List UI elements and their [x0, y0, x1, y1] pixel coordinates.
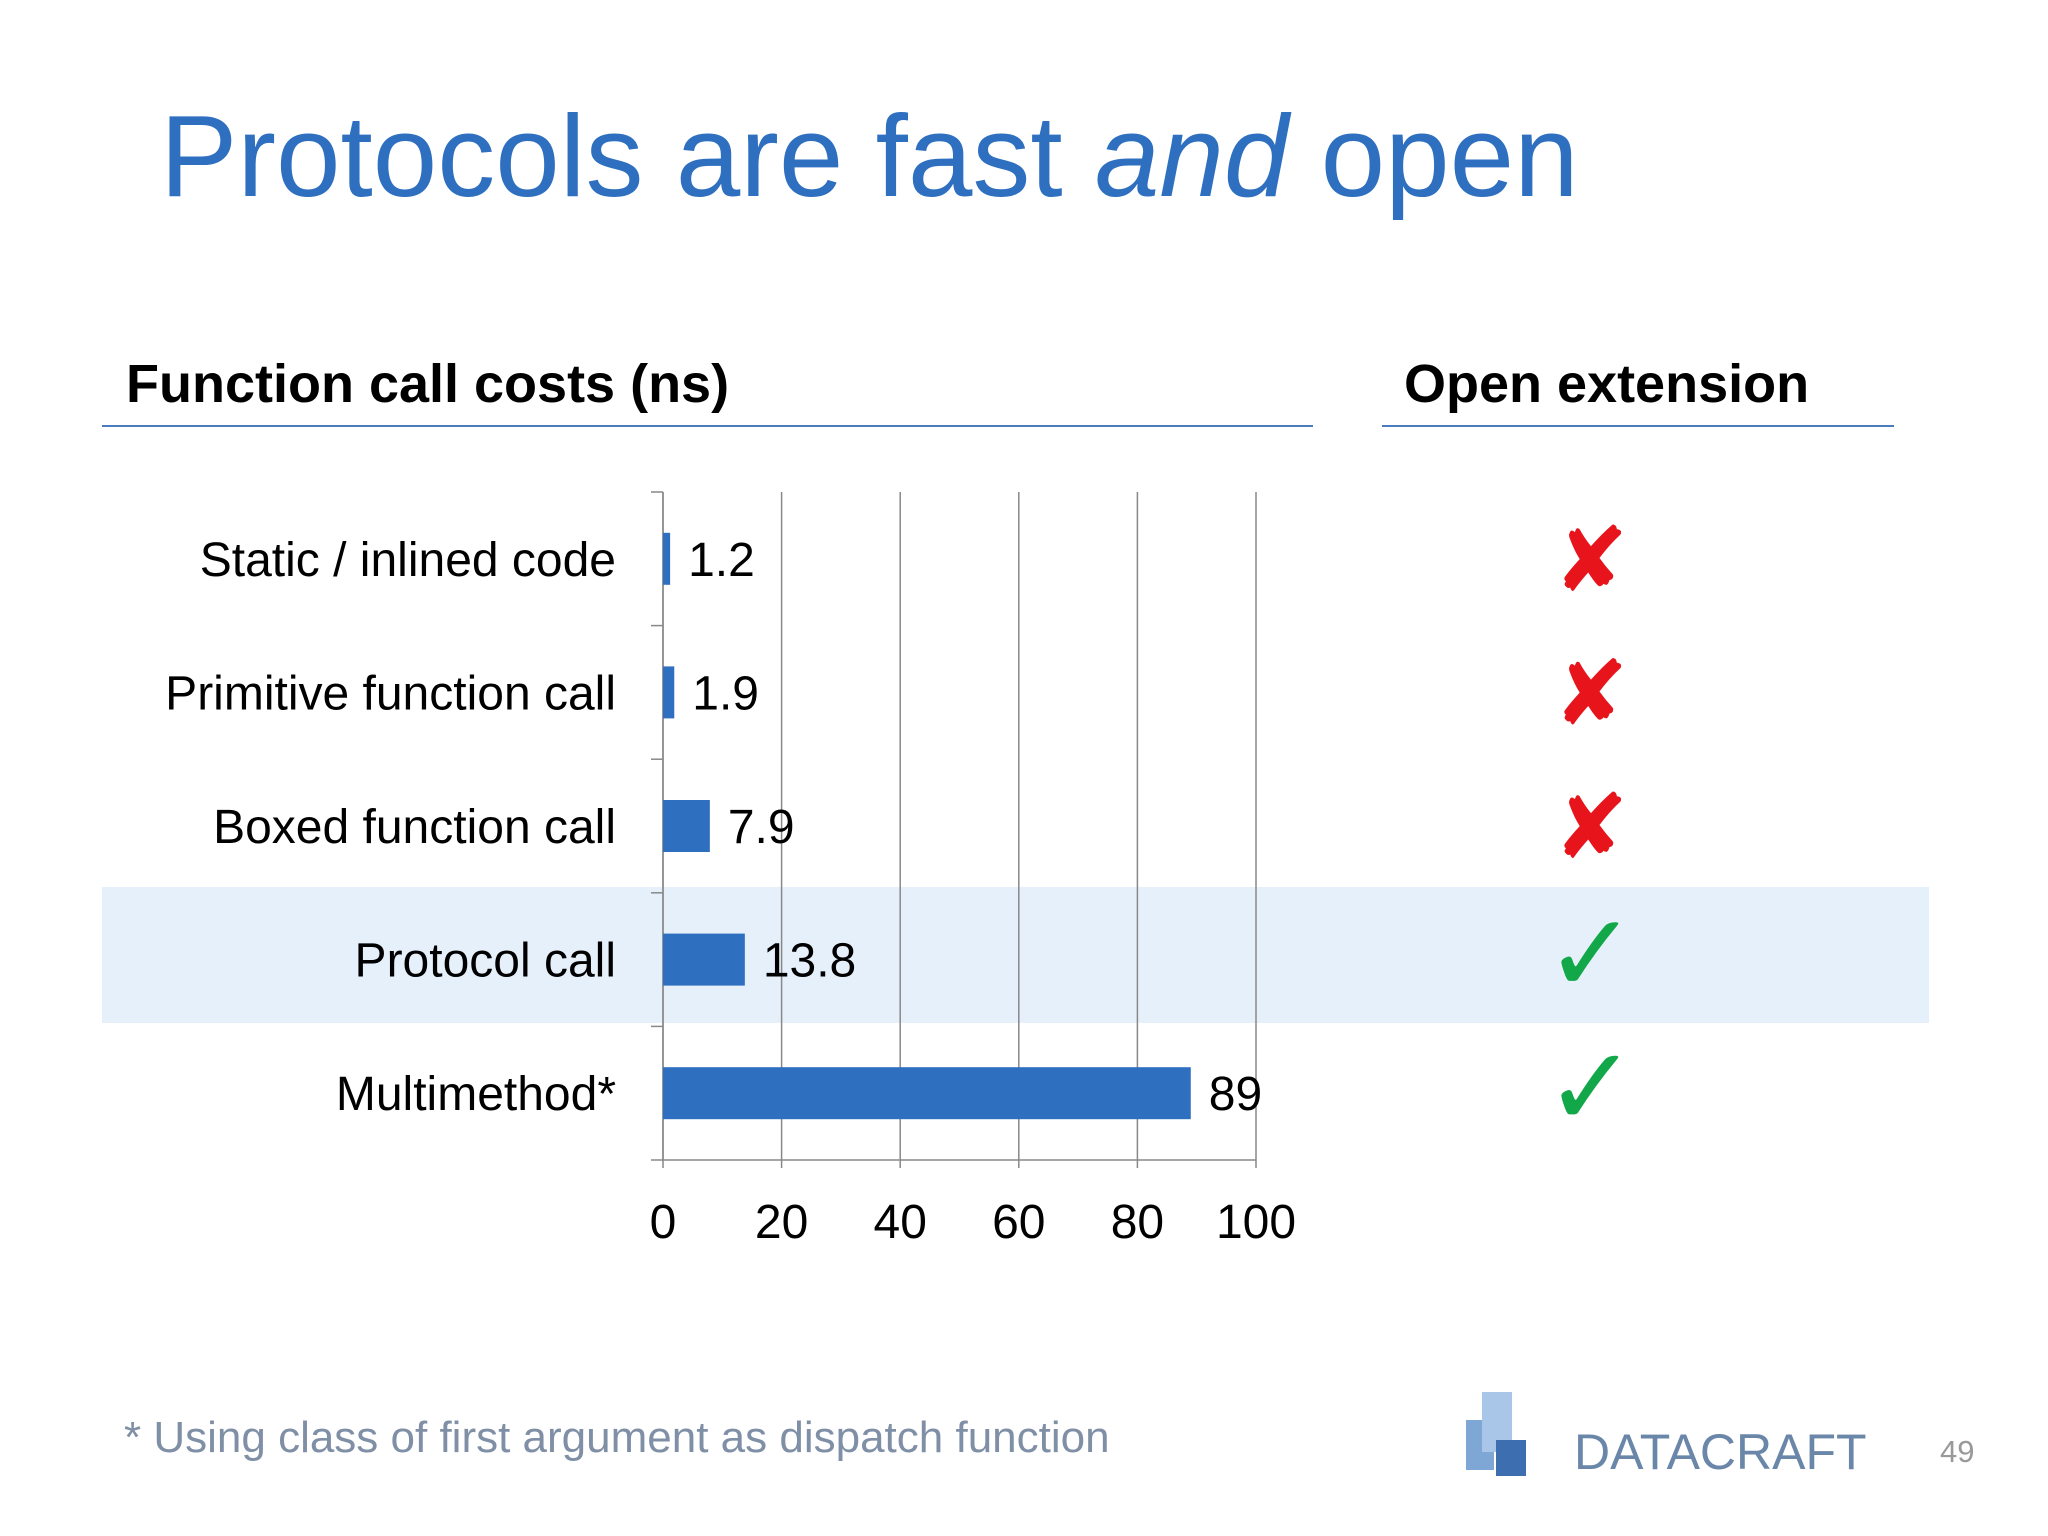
logo-icon: [1466, 1392, 1526, 1476]
category-label: Primitive function call: [165, 667, 616, 720]
title-emphasis: and: [1095, 91, 1292, 221]
value-label: 89: [1209, 1068, 1262, 1121]
title-part: open: [1321, 91, 1579, 221]
cross-mark: ✘: [1553, 775, 1628, 880]
row-highlight: [102, 887, 1929, 1023]
x-tick-label: 60: [992, 1196, 1045, 1249]
x-tick-label: 20: [755, 1196, 808, 1249]
bar: [663, 1067, 1191, 1120]
footnote: * Using class of first argument as dispa…: [124, 1413, 1110, 1462]
value-label: 7.9: [728, 801, 795, 854]
x-tick-label: 80: [1111, 1196, 1164, 1249]
bar: [663, 933, 745, 986]
cross-mark: ✘: [1553, 641, 1628, 746]
value-label: 13.8: [763, 935, 856, 988]
logo-text: DATACRAFT: [1574, 1424, 1867, 1480]
category-label: Static / inlined code: [200, 534, 616, 587]
column-title: Open extension: [1404, 354, 1809, 414]
slide-title: Protocols are fast and open: [160, 91, 1579, 221]
value-label: 1.9: [692, 667, 759, 720]
category-label: Protocol call: [355, 935, 616, 988]
x-tick-label: 40: [874, 1196, 927, 1249]
check-mark: ✓: [1545, 1023, 1637, 1151]
chart: 0 20 40 60 80 100 Static / inlined code 1.2 ✘ Pri…: [165, 491, 1637, 1249]
page-number: 49: [1940, 1434, 1974, 1469]
bar: [663, 666, 675, 719]
value-label: 1.2: [688, 534, 755, 587]
chart-title: Function call costs (ns): [126, 354, 729, 414]
bar: [663, 532, 671, 585]
check-mark: ✓: [1545, 890, 1637, 1018]
title-part: Protocols are fast: [160, 91, 1063, 221]
category-label: Boxed function call: [213, 801, 616, 854]
bar: [663, 800, 710, 852]
x-tick-label: 0: [650, 1196, 677, 1249]
category-label: Multimethod*: [336, 1068, 616, 1121]
cross-mark: ✘: [1553, 508, 1628, 613]
x-tick-label: 100: [1216, 1196, 1296, 1249]
